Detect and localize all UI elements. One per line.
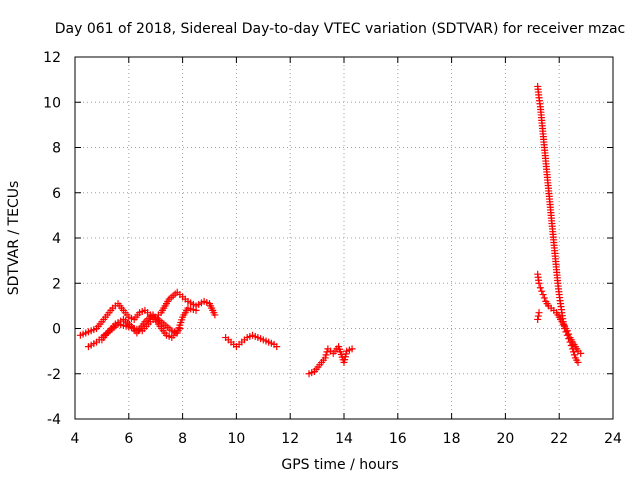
- x-tick-label: 12: [281, 431, 299, 447]
- data-point: [535, 309, 543, 317]
- x-tick-label: 18: [443, 431, 461, 447]
- data-point: [192, 306, 200, 314]
- y-tick-label: -4: [47, 412, 61, 428]
- data-point: [348, 345, 356, 353]
- data-point: [534, 312, 542, 320]
- data-point: [574, 358, 582, 366]
- data-point: [322, 351, 330, 359]
- y-tick-labels: -4 -2 0 2 4 6 8 10 12: [43, 50, 61, 428]
- y-axis-label: SDTVAR / TECUs: [6, 181, 22, 296]
- data-point: [570, 351, 578, 359]
- plot-frame: [74, 56, 614, 420]
- data-point: [176, 325, 184, 332]
- y-tick-label: 12: [43, 50, 61, 66]
- x-tick-labels: 4 6 8 10 12 14 16 18 20 22 24: [71, 431, 622, 447]
- x-tick-label: 10: [227, 431, 245, 447]
- y-tick-label: 4: [52, 231, 61, 247]
- y-tick-label: 10: [43, 95, 61, 111]
- series-trace-c: [98, 311, 184, 344]
- x-tick-label: 22: [550, 431, 568, 447]
- y-tick-label: 6: [52, 186, 61, 202]
- x-tick-label: 4: [71, 431, 80, 447]
- x-tick-label: 14: [335, 431, 353, 447]
- series-trace-h: [534, 309, 543, 323]
- series-trace-e: [305, 343, 356, 378]
- data-points: [76, 82, 585, 378]
- y-tick-label: 8: [52, 141, 61, 157]
- data-point: [570, 348, 578, 356]
- y-tick-label: -2: [47, 367, 61, 383]
- data-point: [211, 311, 219, 319]
- data-point: [535, 279, 543, 287]
- data-point: [577, 349, 585, 357]
- data-point: [538, 287, 546, 295]
- data-point: [540, 294, 548, 302]
- data-point: [536, 284, 544, 292]
- data-point: [323, 348, 331, 356]
- x-tick-label: 24: [604, 431, 622, 447]
- data-point: [563, 327, 571, 335]
- x-tick-label: 20: [496, 431, 514, 447]
- x-tick-label: 6: [124, 431, 133, 447]
- grid: [75, 57, 613, 419]
- y-tick-label: 2: [52, 276, 61, 292]
- data-point: [539, 291, 547, 299]
- data-point: [565, 330, 573, 338]
- y-tick-label: 0: [52, 322, 61, 338]
- series-trace-g: [534, 270, 585, 357]
- data-point: [321, 354, 329, 362]
- data-point: [534, 315, 542, 323]
- x-tick-label: 8: [178, 431, 187, 447]
- chart-title: Day 061 of 2018, Sidereal Day-to-day VTE…: [55, 21, 625, 37]
- x-axis-label: GPS time / hours: [281, 457, 398, 473]
- data-point: [273, 343, 281, 351]
- series-trace-d: [222, 331, 281, 351]
- x-tick-label: 16: [389, 431, 407, 447]
